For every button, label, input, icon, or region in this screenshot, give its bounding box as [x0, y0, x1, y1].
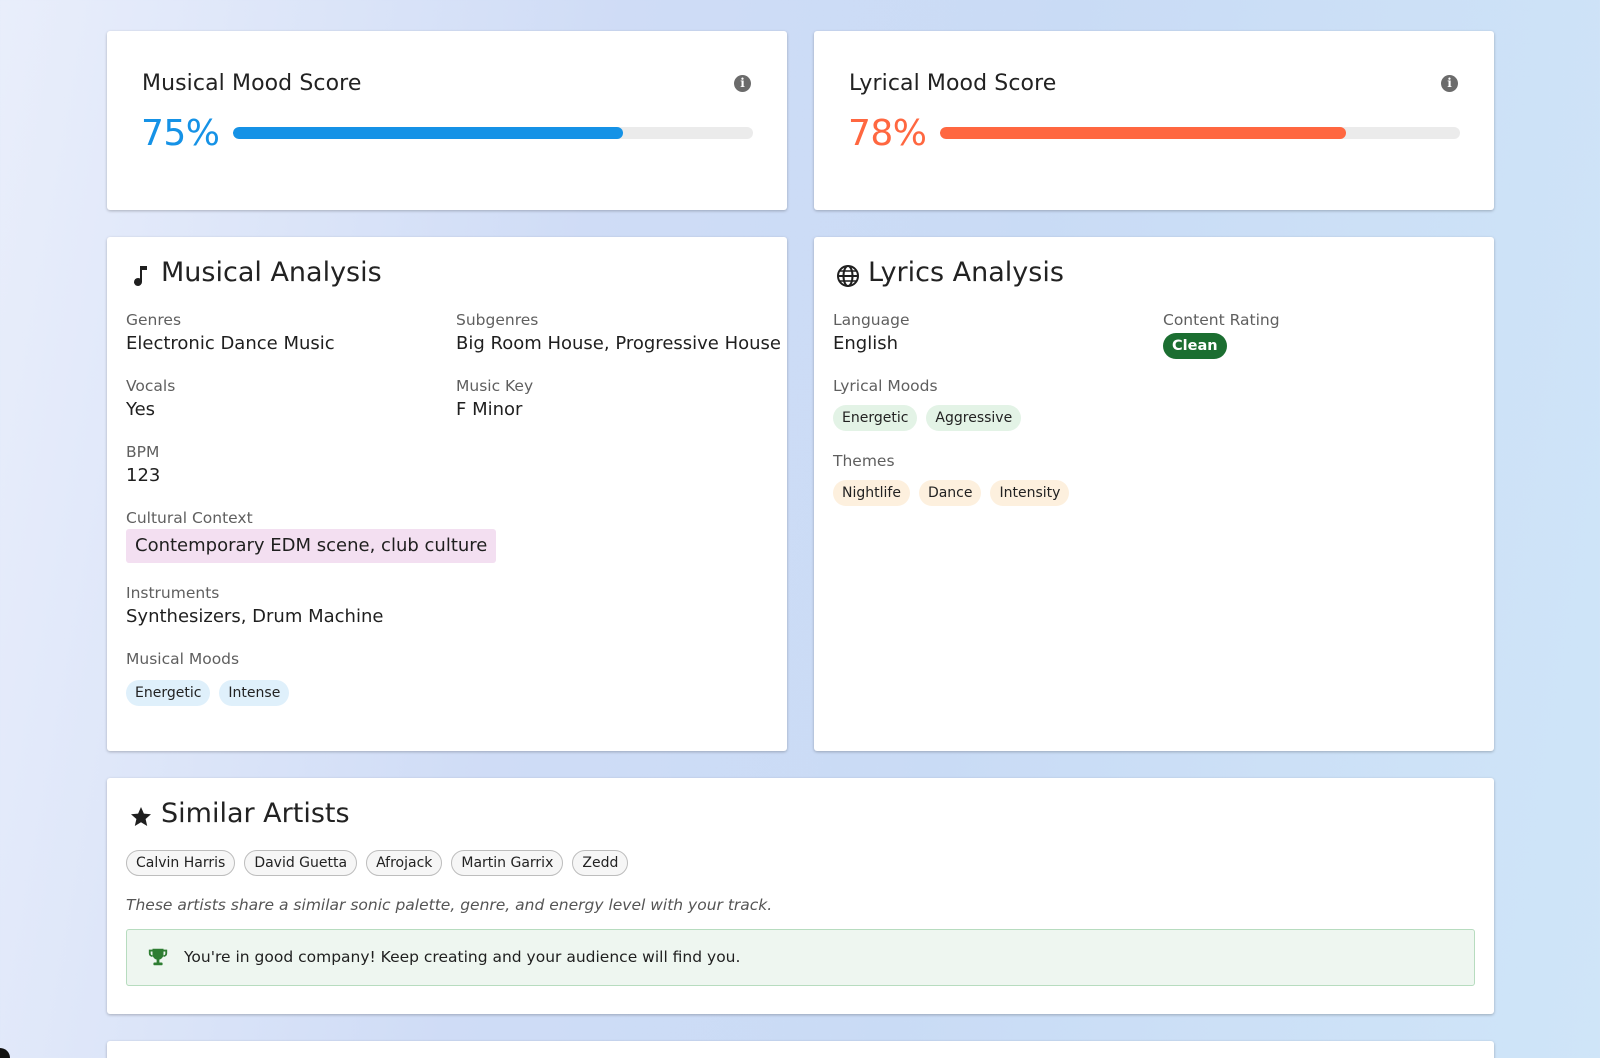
- musical-moods-chips: Energetic Intense: [126, 680, 290, 706]
- star-icon: [127, 803, 155, 831]
- similar-artists-note: These artists share a similar sonic pale…: [126, 896, 773, 914]
- lyrical-mood-chip: Energetic: [833, 405, 918, 431]
- theme-chip: Dance: [918, 480, 982, 506]
- musical-analysis-title: Musical Analysis: [161, 257, 382, 288]
- lyrical-mood-score-value: 78%: [848, 113, 927, 154]
- artist-chip[interactable]: Calvin Harris: [126, 850, 236, 876]
- encouragement-text: You're in good company! Keep creating an…: [184, 948, 741, 966]
- globe-icon: [834, 262, 862, 290]
- info-icon[interactable]: i: [734, 75, 751, 92]
- lyrical-moods-label: Lyrical Moods: [833, 377, 938, 395]
- cultural-context-value: Contemporary EDM scene, club culture: [126, 529, 497, 563]
- vocals-label: Vocals: [126, 377, 176, 395]
- language-label: Language: [833, 311, 910, 329]
- theme-chip: Intensity: [990, 480, 1070, 506]
- similar-artists-chips: Calvin Harris David Guetta Afrojack Mart…: [126, 850, 629, 876]
- lyrical-mood-score-bar: [940, 127, 1460, 139]
- lyrics-analysis-title: Lyrics Analysis: [868, 257, 1064, 288]
- lyrical-mood-chip: Aggressive: [926, 405, 1022, 431]
- musical-mood-score-card: Musical Mood Score i 75%: [107, 31, 787, 210]
- theme-chip: Nightlife: [833, 480, 910, 506]
- encouragement-alert: You're in good company! Keep creating an…: [126, 929, 1475, 986]
- themes-label: Themes: [833, 452, 895, 470]
- lyrical-mood-score-title: Lyrical Mood Score: [849, 71, 1057, 96]
- similar-artists-card: Similar Artists Calvin Harris David Guet…: [107, 778, 1494, 1014]
- vocals-value: Yes: [126, 399, 156, 420]
- themes-chips: Nightlife Dance Intensity: [833, 480, 1070, 506]
- subgenres-label: Subgenres: [456, 311, 539, 329]
- genres-label: Genres: [126, 311, 182, 329]
- musical-mood-score-title: Musical Mood Score: [142, 71, 362, 96]
- next-section-card: [107, 1041, 1494, 1058]
- bpm-label: BPM: [126, 443, 160, 461]
- lyrical-mood-score-card: Lyrical Mood Score i 78%: [814, 31, 1494, 210]
- musical-mood-score-value: 75%: [141, 113, 220, 154]
- lyrics-analysis-card: Lyrics Analysis Language English Content…: [814, 237, 1494, 751]
- music-note-icon: [127, 262, 155, 290]
- musical-analysis-card: Musical Analysis Genres Electronic Dance…: [107, 237, 787, 751]
- bpm-value: 123: [126, 465, 161, 486]
- cultural-context-label: Cultural Context: [126, 509, 253, 527]
- artist-chip[interactable]: Zedd: [572, 850, 629, 876]
- musical-mood-score-bar: [233, 127, 753, 139]
- music-key-label: Music Key: [456, 377, 534, 395]
- artist-chip[interactable]: Martin Garrix: [451, 850, 564, 876]
- artist-chip[interactable]: Afrojack: [366, 850, 443, 876]
- instruments-value: Synthesizers, Drum Machine: [126, 606, 384, 627]
- musical-mood-score-bar-fill: [233, 127, 623, 139]
- musical-moods-label: Musical Moods: [126, 650, 240, 668]
- info-icon[interactable]: i: [1441, 75, 1458, 92]
- musical-mood-chip: Intense: [219, 680, 290, 706]
- artist-chip[interactable]: David Guetta: [244, 850, 358, 876]
- genres-value: Electronic Dance Music: [126, 333, 335, 354]
- music-key-value: F Minor: [456, 399, 523, 420]
- content-rating-label: Content Rating: [1163, 311, 1280, 329]
- language-value: English: [833, 333, 898, 354]
- instruments-label: Instruments: [126, 584, 220, 602]
- trophy-icon: [147, 946, 171, 970]
- lyrical-mood-score-bar-fill: [940, 127, 1346, 139]
- musical-mood-chip: Energetic: [126, 680, 211, 706]
- lyrical-moods-chips: Energetic Aggressive: [833, 405, 1022, 431]
- subgenres-value: Big Room House, Progressive House: [456, 333, 782, 354]
- similar-artists-title: Similar Artists: [161, 798, 350, 829]
- window-corner: [0, 1048, 10, 1058]
- content-rating-badge: Clean: [1163, 333, 1227, 359]
